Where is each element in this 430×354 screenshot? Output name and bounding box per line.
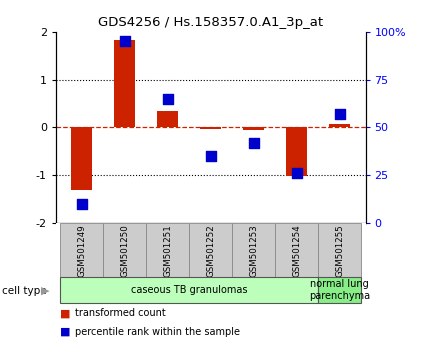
Bar	[243, 127, 264, 130]
Bar	[71, 127, 92, 190]
Bar	[318, 223, 361, 278]
Text: caseous TB granulomas: caseous TB granulomas	[131, 285, 247, 295]
Bar	[329, 124, 350, 127]
Bar	[318, 277, 361, 303]
Bar	[286, 127, 307, 176]
Bar	[60, 223, 103, 278]
Text: GSM501250: GSM501250	[120, 224, 129, 277]
Point	[164, 96, 171, 102]
Text: ■: ■	[60, 327, 71, 337]
Point	[207, 153, 214, 159]
Text: GSM501251: GSM501251	[163, 224, 172, 277]
Point	[78, 201, 85, 207]
Bar	[275, 223, 318, 278]
Bar	[146, 223, 189, 278]
Bar	[60, 277, 318, 303]
Bar	[103, 223, 146, 278]
Bar	[157, 111, 178, 127]
Text: cell type: cell type	[2, 286, 47, 296]
Text: transformed count: transformed count	[75, 308, 166, 318]
Text: GSM501254: GSM501254	[292, 224, 301, 277]
Bar	[114, 40, 135, 127]
Text: GSM501252: GSM501252	[206, 224, 215, 277]
Point	[250, 140, 257, 145]
Text: percentile rank within the sample: percentile rank within the sample	[75, 327, 240, 337]
Point	[293, 171, 300, 176]
Bar	[232, 223, 275, 278]
Text: normal lung
parenchyma: normal lung parenchyma	[309, 279, 370, 301]
Bar	[189, 223, 232, 278]
Point	[121, 39, 128, 44]
Text: ■: ■	[60, 308, 71, 318]
Title: GDS4256 / Hs.158357.0.A1_3p_at: GDS4256 / Hs.158357.0.A1_3p_at	[98, 16, 323, 29]
Text: ▶: ▶	[41, 286, 50, 296]
Text: GSM501249: GSM501249	[77, 224, 86, 277]
Bar	[200, 127, 221, 129]
Text: GSM501255: GSM501255	[335, 224, 344, 277]
Point	[336, 111, 343, 117]
Text: GSM501253: GSM501253	[249, 224, 258, 277]
